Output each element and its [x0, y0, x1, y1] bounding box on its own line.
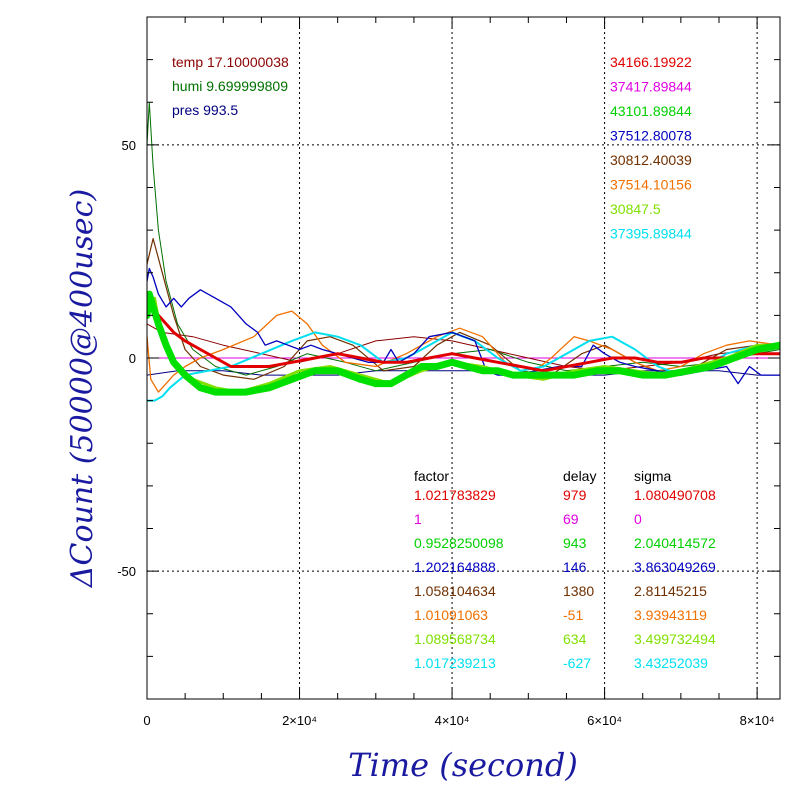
table-cell-factor: 1.202164888	[414, 559, 496, 575]
table-cell-factor: 1.01091063	[414, 607, 488, 623]
series-value-label: 43101.89844	[610, 103, 692, 119]
tick-labels: 0 2×10⁴ 4×10⁴ 6×10⁴ 8×10⁴ -50 0 50	[117, 138, 774, 728]
x-tick-label: 4×10⁴	[435, 713, 470, 728]
table-cell-factor: 0.9528250098	[414, 535, 504, 551]
table-cell-factor: 1.089568734	[414, 631, 496, 647]
series-value-label: 37514.10156	[610, 177, 692, 193]
series-value-labels: 34166.19922 37417.89844 43101.89844 37512.8…	[610, 54, 692, 242]
table-cell-sigma: 1.080490708	[634, 487, 716, 503]
x-tick-label: 0	[143, 713, 150, 728]
table-cell-delay: -51	[563, 607, 583, 623]
table-cell-factor: 1.017239213	[414, 655, 496, 671]
x-tick-label: 6×10⁴	[587, 713, 622, 728]
table-cell-delay: 634	[563, 631, 587, 647]
table-cell-factor: 1.058104634	[414, 583, 496, 599]
y-tick-label: -50	[117, 564, 136, 579]
y-axis-label: ΔCount (50000@400usec)	[65, 189, 100, 588]
table-cell-sigma: 2.81145215	[634, 583, 707, 599]
table-cell-delay: 69	[563, 511, 579, 527]
series-value-label: 37417.89844	[610, 79, 692, 95]
table-cell-sigma: 2.040414572	[634, 535, 716, 551]
series-value-label: 34166.19922	[610, 54, 692, 70]
table-cell-factor: 1.021783829	[414, 487, 496, 503]
table-header: delay	[563, 468, 596, 484]
table-cell-factor: 1	[414, 511, 422, 527]
table-cell-delay: -627	[563, 655, 591, 671]
table-cell-delay: 146	[563, 559, 587, 575]
x-tick-label: 2×10⁴	[282, 713, 317, 728]
environment-labels: temp 17.10000038 humi 9.699999809 pres 993…	[172, 54, 289, 118]
series-line-10	[147, 290, 780, 396]
series-value-label: 30847.5	[610, 201, 661, 217]
table-cell-delay: 1380	[563, 583, 594, 599]
table-cell-sigma: 3.43252039	[634, 655, 708, 671]
table-cell-sigma: 3.863049269	[634, 559, 716, 575]
env-label: temp 17.10000038	[172, 54, 289, 70]
series-line-8	[147, 301, 780, 373]
env-label: humi 9.699999809	[172, 78, 288, 94]
series-line-6	[147, 331, 780, 402]
series-line-3	[147, 101, 780, 376]
fit-table: factor delay sigma 1.021783829 979 1.08049070…	[414, 468, 716, 671]
axis-ticks	[146, 16, 780, 700]
table-cell-sigma: 3.93943119	[634, 607, 707, 623]
table-header: factor	[414, 468, 449, 484]
x-tick-label: 8×10⁴	[740, 713, 775, 728]
table-cell-delay: 979	[563, 487, 587, 503]
table-cell-sigma: 0	[634, 511, 642, 527]
x-axis-label: Time (second)	[348, 746, 578, 784]
series-value-label: 37395.89844	[610, 226, 692, 242]
series-value-label: 37512.80078	[610, 128, 692, 144]
table-header: sigma	[634, 468, 672, 484]
table-cell-sigma: 3.499732494	[634, 631, 716, 647]
y-tick-label: 50	[122, 138, 136, 153]
table-cell-delay: 943	[563, 535, 587, 551]
series-group	[147, 101, 780, 402]
series-value-label: 30812.40039	[610, 152, 692, 168]
series-line-7	[147, 267, 780, 385]
env-label: pres 993.5	[172, 102, 238, 118]
series-line-5	[147, 310, 780, 393]
y-tick-label: 0	[129, 351, 136, 366]
